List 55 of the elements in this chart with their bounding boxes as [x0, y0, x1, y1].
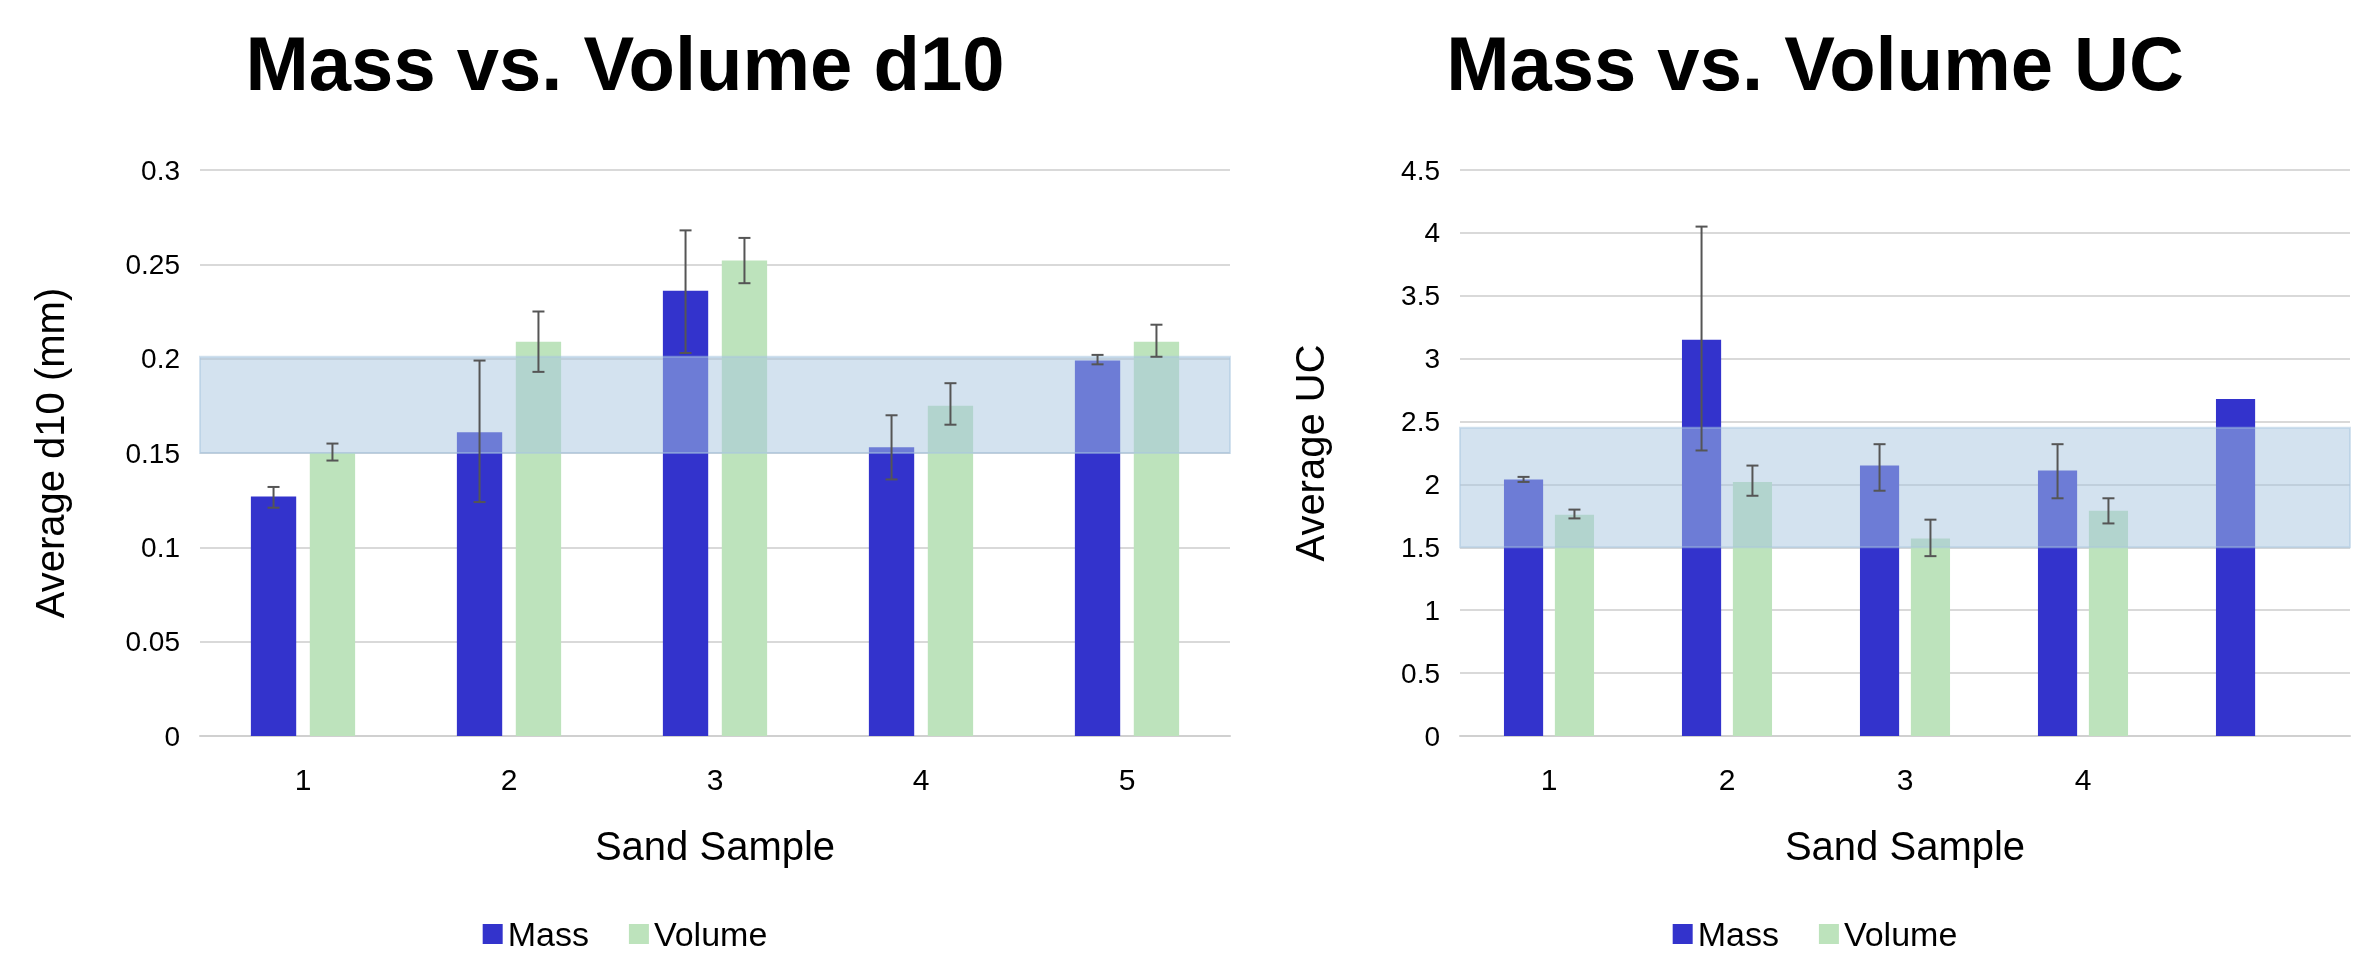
- bar: [2088, 510, 2129, 736]
- legend-label: Volume: [1843, 915, 1958, 953]
- bar: [515, 341, 562, 736]
- y-tick-label: 0: [1424, 720, 1440, 752]
- chart-title: Mass vs. Volume d10: [245, 20, 1005, 106]
- y-tick-label: 0.05: [125, 626, 180, 658]
- bar: [1503, 479, 1544, 736]
- x-tick-label: 2: [500, 762, 518, 796]
- y-tick-label: 0.5: [1401, 657, 1440, 689]
- x-tick-label: 1: [1540, 762, 1558, 796]
- bar: [1681, 339, 1722, 736]
- x-tick-label: 1: [294, 762, 312, 796]
- bar: [2037, 470, 2078, 736]
- x-tick-label: 3: [706, 762, 724, 796]
- x-tick-label: 3: [1896, 762, 1914, 796]
- bar: [721, 260, 768, 736]
- x-tick-label: 4: [2074, 762, 2092, 796]
- x-tick-label: 4: [912, 762, 930, 796]
- bar: [456, 432, 503, 736]
- y-tick-label: 2: [1424, 468, 1440, 500]
- y-tick-label: 0.25: [125, 248, 180, 280]
- y-tick-label: 4.5: [1401, 154, 1440, 186]
- legend-label: Volume: [653, 915, 768, 953]
- bar: [2215, 398, 2256, 736]
- bar: [868, 447, 915, 736]
- y-tick-label: 1.5: [1401, 531, 1440, 563]
- bar: [662, 290, 709, 736]
- bar: [1554, 514, 1595, 736]
- y-tick-label: 0.2: [141, 343, 180, 375]
- x-axis-title: Sand Sample: [1784, 824, 2026, 868]
- x-tick-label: 5: [1118, 762, 1136, 796]
- x-tick-label: 2: [1718, 762, 1736, 796]
- y-tick-label: 0.3: [141, 154, 180, 186]
- bar: [1732, 481, 1773, 736]
- y-tick-label: 0.15: [125, 437, 180, 469]
- y-tick-label: 3.5: [1401, 280, 1440, 312]
- bar: [309, 453, 356, 736]
- y-tick-label: 3: [1424, 343, 1440, 375]
- y-tick-label: 2.5: [1401, 406, 1440, 438]
- chart-title: Mass vs. Volume UC: [1446, 20, 2184, 106]
- bar: [250, 496, 297, 736]
- y-tick-label: 0.1: [141, 531, 180, 563]
- y-tick-label: 4: [1424, 217, 1440, 249]
- bar: [1074, 360, 1121, 736]
- y-tick-label: 1: [1424, 594, 1440, 626]
- x-axis-title: Sand Sample: [594, 824, 836, 868]
- bar: [1859, 465, 1900, 736]
- bar: [1133, 341, 1180, 736]
- legend-label: Mass: [1697, 915, 1779, 953]
- bar: [927, 405, 974, 736]
- bar: [1910, 538, 1951, 736]
- y-tick-label: 0: [164, 720, 180, 752]
- y-axis-title: Average UC: [1288, 344, 1332, 562]
- y-axis-title: Average d10 (mm): [28, 287, 72, 619]
- legend-label: Mass: [507, 915, 589, 953]
